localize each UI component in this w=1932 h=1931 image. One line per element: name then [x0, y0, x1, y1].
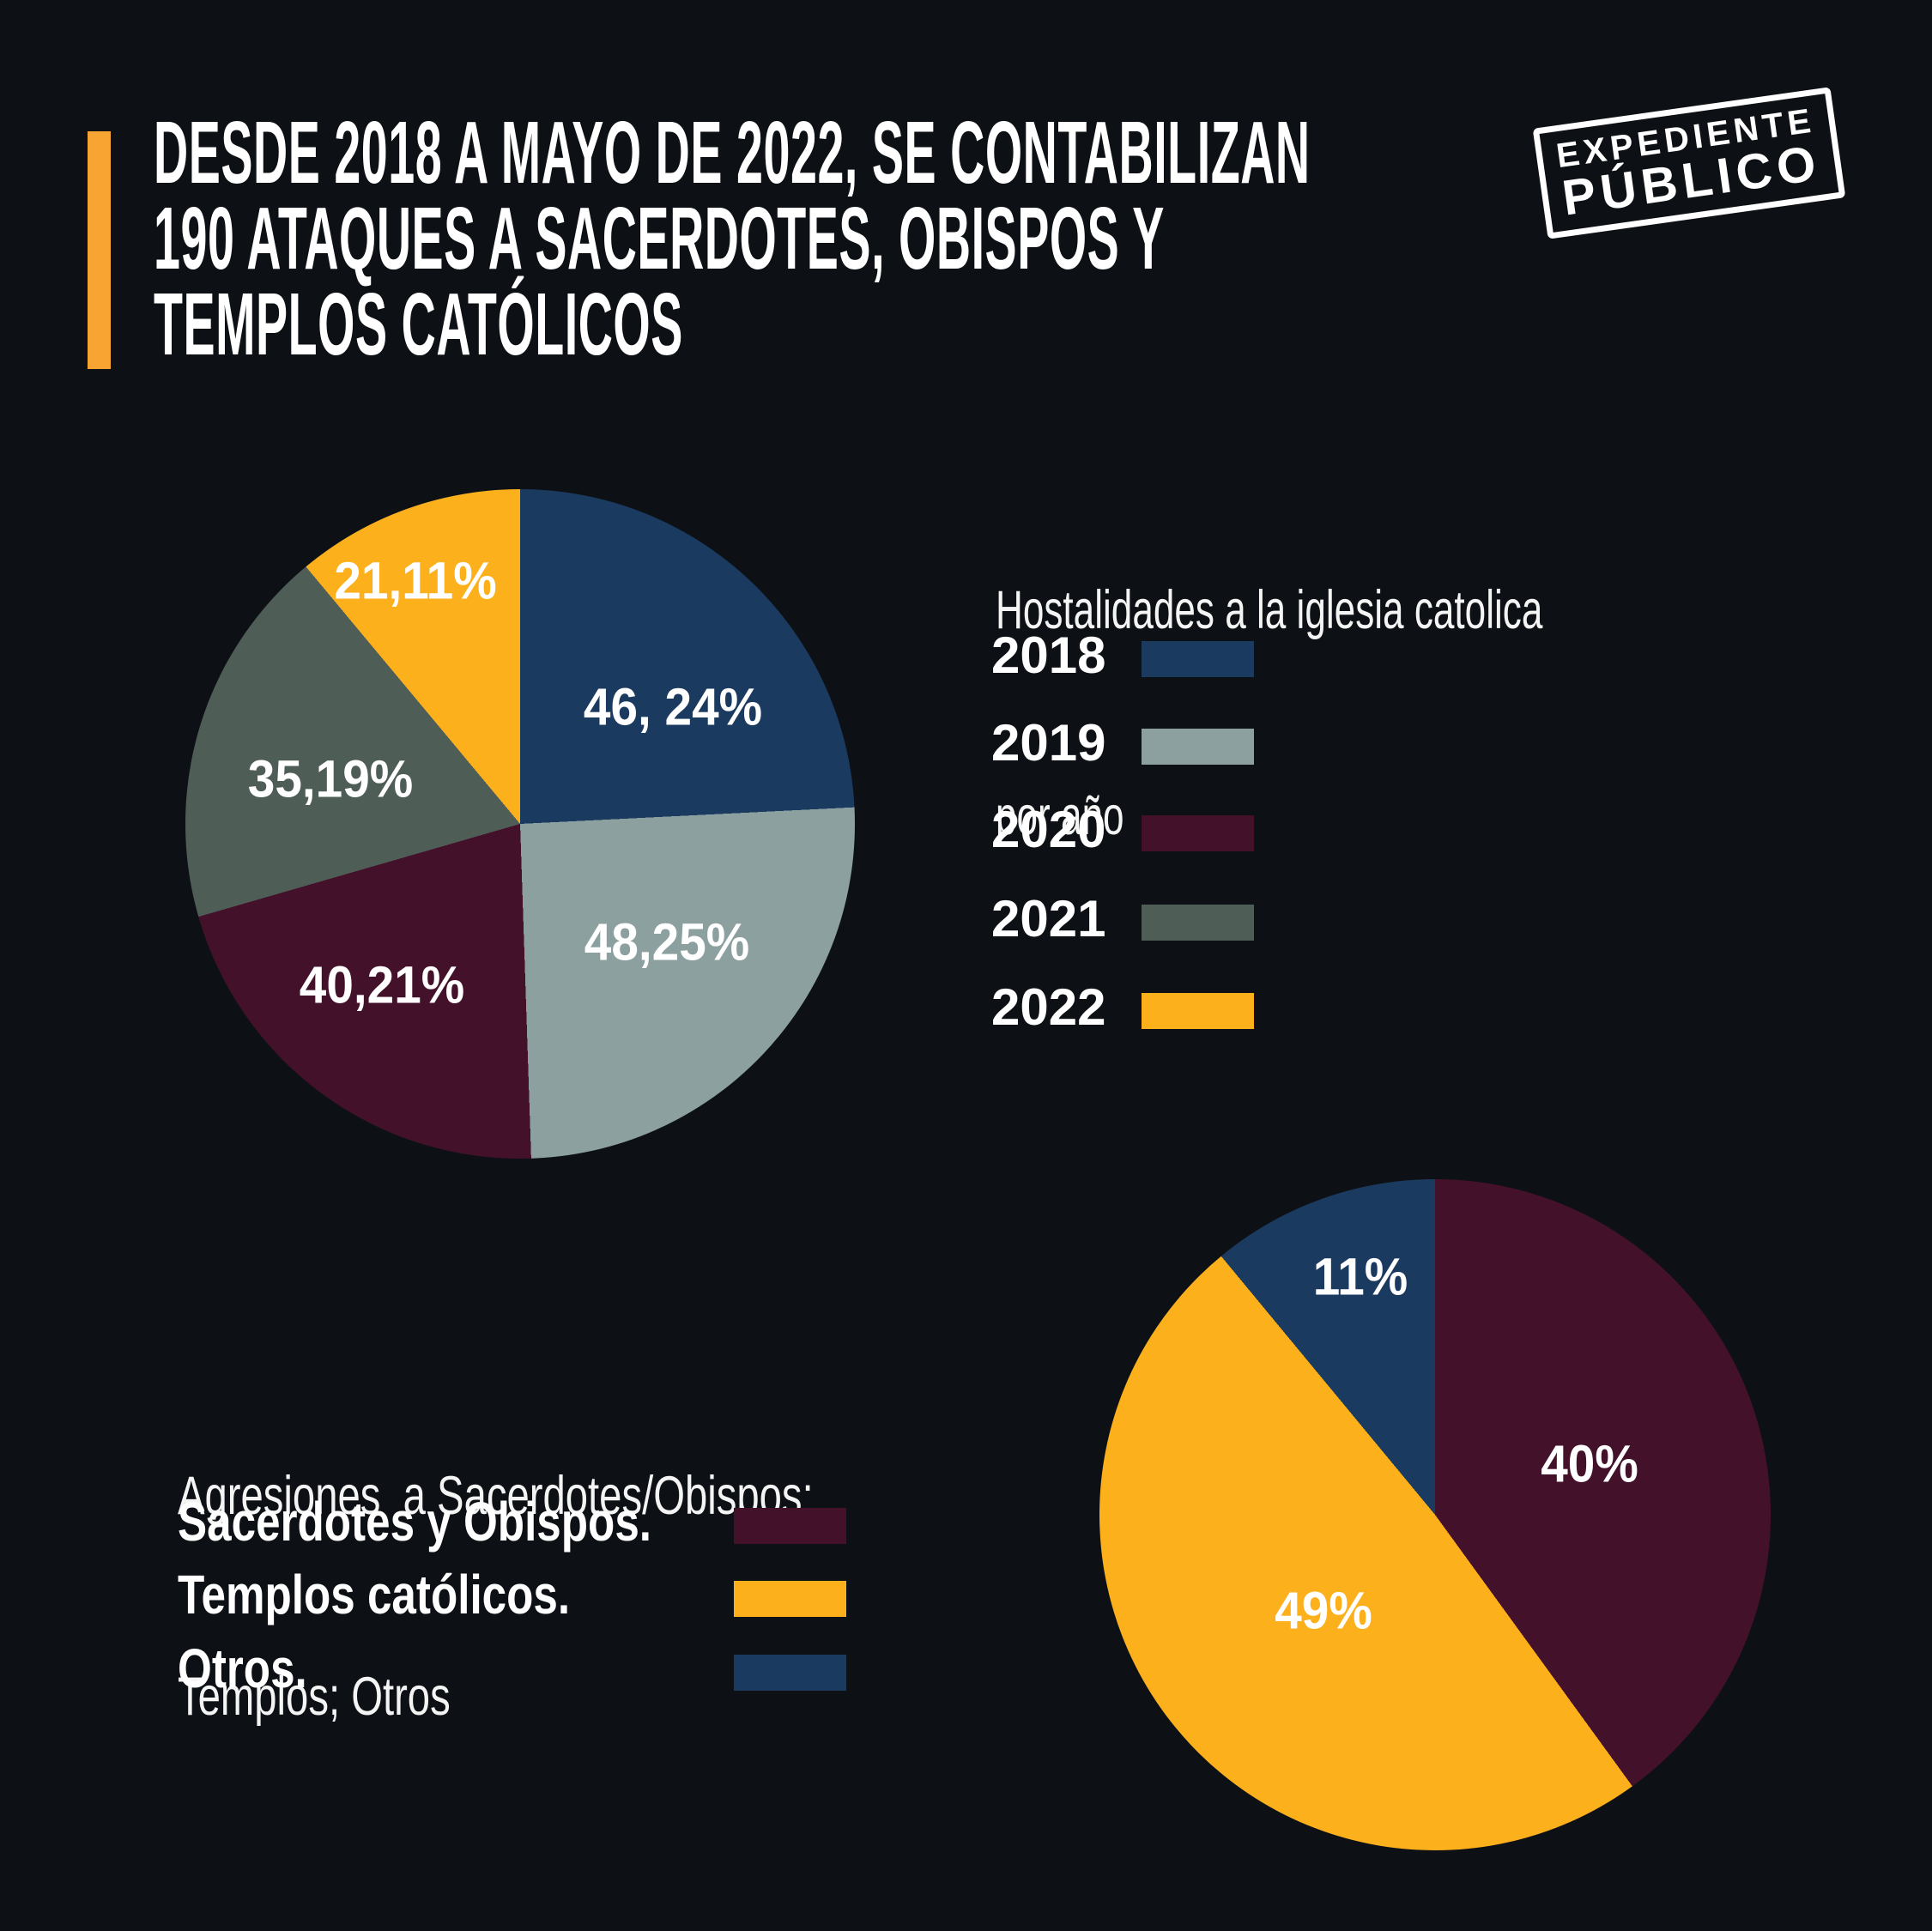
- legend-item-2019: 2019: [991, 717, 1386, 769]
- legend-swatch-2019: [1142, 729, 1254, 765]
- page-title-line-3: TEMPLOS CATÓLICOS: [154, 275, 683, 373]
- pie1-slice-label-2022: 21,11%: [334, 551, 497, 610]
- pie2-slice-label-otros: 11%: [1312, 1247, 1408, 1306]
- legend-item-2021: 2021: [991, 893, 1386, 945]
- legend-swatch-2022: [1142, 993, 1254, 1029]
- legend-label-2018: 2018: [991, 627, 1106, 684]
- legend-targets-heading-line-2: Templos; Otros: [178, 1667, 451, 1727]
- legend-item-2020: 2020: [991, 804, 1386, 856]
- pie1-slice-label-2019: 48,25%: [584, 912, 750, 972]
- legend-label-sacerdotes: Sacerdotes y Obispos.: [178, 1491, 652, 1553]
- legend-label-2021: 2021: [991, 890, 1106, 947]
- legend-label-otros: Otros.: [178, 1637, 307, 1699]
- legend-swatch-sacerdotes: [734, 1508, 846, 1544]
- pie1-slice-label-2020: 40,21%: [299, 955, 465, 1014]
- legend-label-2019: 2019: [991, 714, 1106, 772]
- legend-item-otros: Otros.: [178, 1641, 890, 1696]
- legend-item-2018: 2018: [991, 630, 1386, 681]
- title-accent-bar: [88, 131, 111, 369]
- legend-item-2022: 2022: [991, 982, 1386, 1033]
- legend-item-sacerdotes: Sacerdotes y Obispos.: [178, 1491, 890, 1553]
- expediente-publico-logo: EXPEDIENTE PÚBLICO: [1532, 87, 1846, 239]
- page-title: DESDE 2018 A MAYO DE 2022, SE CONTABILIZ…: [154, 103, 1311, 373]
- pie-chart-aggression-targets: [1099, 1179, 1771, 1850]
- legend-targets-heading: Agresiones a Sacerdotes/Obispos; Templos…: [178, 1329, 814, 1864]
- legend-targets-heading-line-1: Agresiones a Sacerdotes/Obispos;: [178, 1466, 814, 1526]
- pie1-slice-label-2021: 35,19%: [247, 749, 414, 808]
- legend-years-heading-line-2: por año: [996, 786, 1124, 846]
- pie-chart-hostilities-by-year: [185, 489, 855, 1159]
- legend-item-templos: Templos católicos.: [178, 1564, 890, 1625]
- pie2-slice-label-sacerdotes: 40%: [1541, 1434, 1638, 1493]
- legend-swatch-2021: [1142, 905, 1254, 941]
- legend-label-2020: 2020: [991, 801, 1106, 858]
- legend-swatch-2020: [1142, 815, 1254, 851]
- legend-swatch-otros: [734, 1655, 846, 1691]
- legend-years-heading: Hostalidades a la iglesia catolica por a…: [996, 439, 1542, 988]
- legend-swatch-2018: [1142, 641, 1254, 677]
- legend-label-templos: Templos católicos.: [178, 1564, 571, 1625]
- page-title-line-1: DESDE 2018 A MAYO DE 2022, SE CONTABILIZ…: [154, 103, 1311, 202]
- page-title-line-2: 190 ATAQUES A SACERDOTES, OBISPOS Y: [154, 189, 1165, 288]
- legend-label-2022: 2022: [991, 978, 1106, 1036]
- legend-swatch-templos: [734, 1581, 846, 1617]
- pie1-slice-label-2018: 46, 24%: [583, 677, 763, 736]
- pie2-slice-label-templos: 49%: [1275, 1581, 1372, 1640]
- legend-years-heading-line-1: Hostalidades a la iglesia catolica: [996, 580, 1543, 640]
